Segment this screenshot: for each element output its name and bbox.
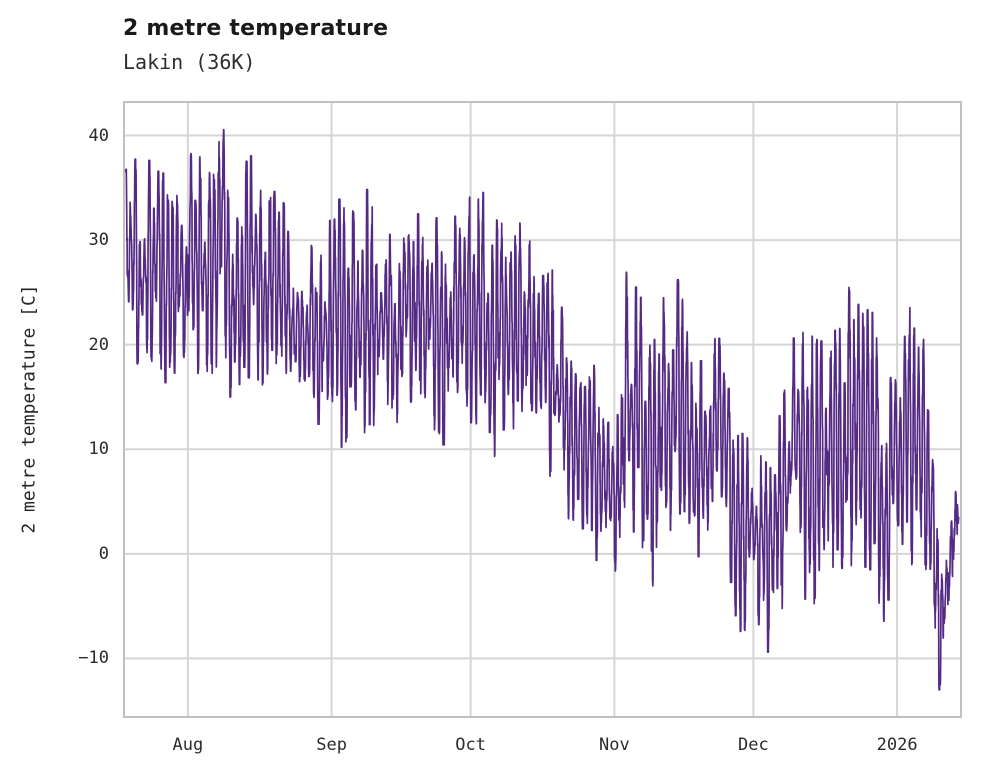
plot-area (123, 101, 962, 718)
y-tick-label: 30 (88, 230, 109, 251)
y-axis-label: 2 metre temperature [C] (18, 284, 40, 534)
chart-subtitle: Lakin (36K) (123, 50, 256, 74)
x-tick-label: Dec (738, 735, 769, 755)
y-tick-label: 20 (88, 334, 109, 355)
y-tick-label: −10 (78, 648, 109, 669)
x-tick-label: Sep (316, 735, 347, 755)
x-tick-label: Nov (598, 735, 630, 755)
plot-border (123, 101, 962, 718)
x-tick-label: Oct (455, 735, 486, 755)
x-tick-label: Aug (172, 735, 204, 755)
chart-title: 2 metre temperature (123, 16, 389, 41)
temperature-line (124, 128, 960, 691)
y-tick-label: 0 (98, 543, 109, 564)
y-tick-label: 10 (88, 439, 109, 460)
y-tick-label: 40 (88, 125, 109, 146)
x-tick-label: 2026 (876, 735, 918, 755)
